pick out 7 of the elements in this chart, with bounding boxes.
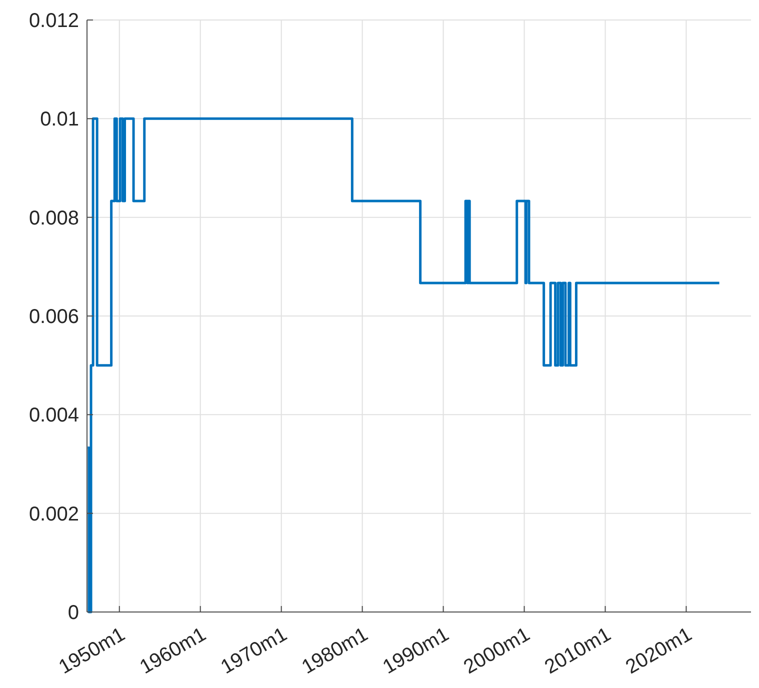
y-tick-label: 0.01: [40, 108, 79, 131]
y-tick-label: 0.012: [28, 10, 79, 32]
y-tick-label: 0.004: [28, 404, 79, 427]
y-tick-label: 0.002: [28, 503, 79, 526]
y-tick-label: 0: [68, 602, 79, 624]
y-tick-label: 0.008: [28, 207, 79, 230]
y-tick-label: 0.006: [28, 306, 79, 328]
